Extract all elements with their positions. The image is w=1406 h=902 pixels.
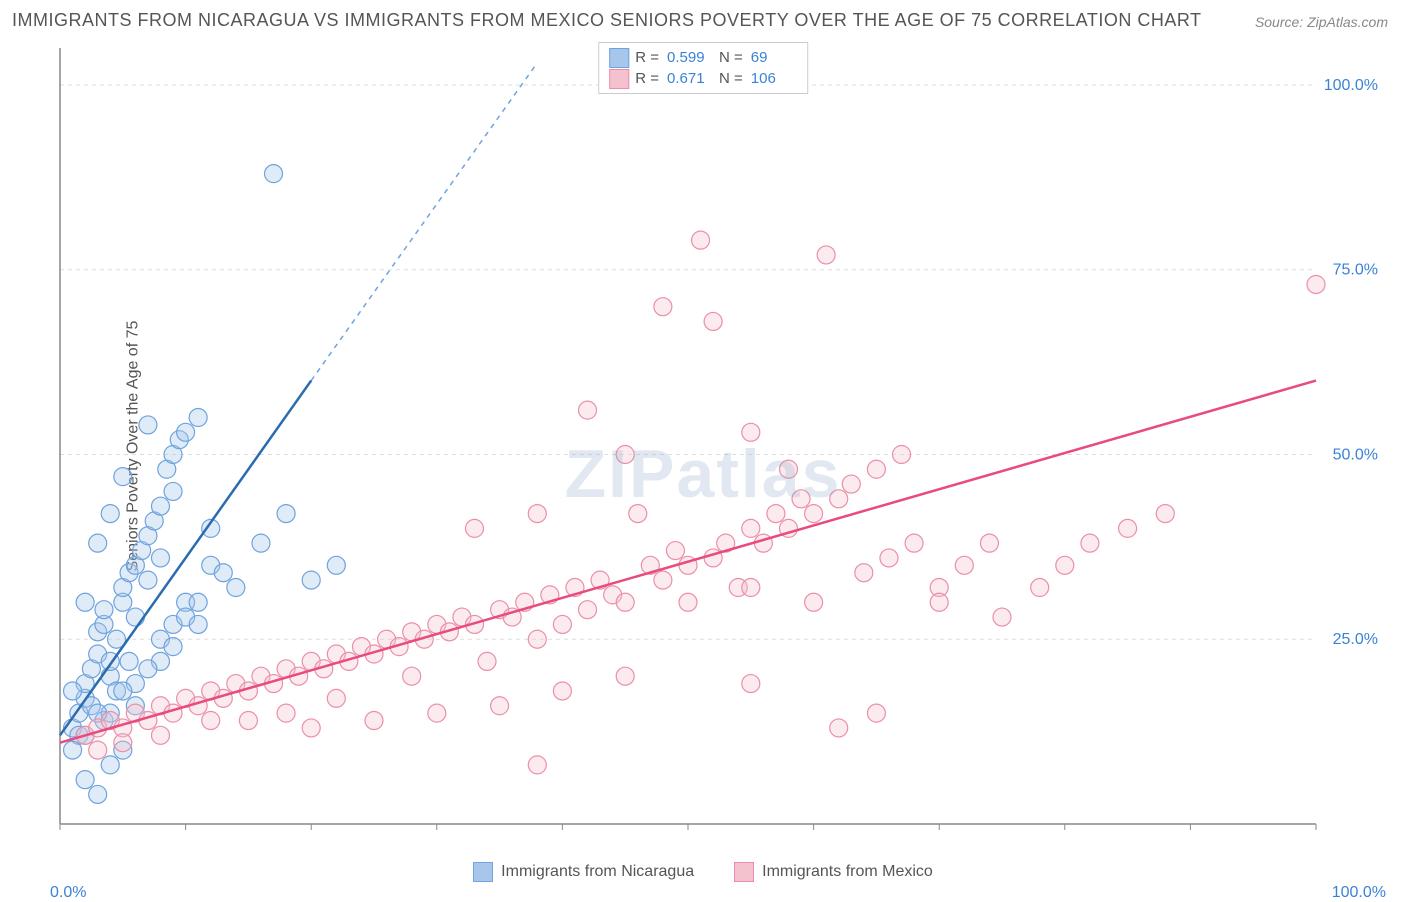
swatch-nicaragua <box>609 48 629 68</box>
x-axis-min: 0.0% <box>50 884 86 902</box>
legend-r-value: 0.671 <box>667 68 713 89</box>
scatter-plot: 25.0% 50.0% 75.0% 100.0% <box>50 40 1386 844</box>
legend-r-label: R = <box>635 68 659 89</box>
svg-text:100.0%: 100.0% <box>1324 77 1378 94</box>
legend-item-mexico: Immigrants from Mexico <box>734 862 933 882</box>
source-credit: Source: ZipAtlas.com <box>1255 14 1388 30</box>
legend-label: Immigrants from Nicaragua <box>501 863 694 881</box>
svg-text:50.0%: 50.0% <box>1333 446 1378 463</box>
swatch-nicaragua <box>473 862 493 882</box>
svg-text:25.0%: 25.0% <box>1333 631 1378 648</box>
swatch-mexico <box>734 862 754 882</box>
legend-label: Immigrants from Mexico <box>762 863 933 881</box>
chart-area: 25.0% 50.0% 75.0% 100.0% <box>50 40 1386 844</box>
legend-n-value: 69 <box>751 47 797 68</box>
legend-n-label: N = <box>719 68 743 89</box>
legend-n-label: N = <box>719 47 743 68</box>
svg-text:75.0%: 75.0% <box>1333 262 1378 279</box>
legend-r-label: R = <box>635 47 659 68</box>
correlation-legend: R = 0.599 N = 69 R = 0.671 N = 106 <box>598 42 808 94</box>
x-axis-max: 100.0% <box>1332 884 1386 902</box>
legend-r-value: 0.599 <box>667 47 713 68</box>
chart-title: IMMIGRANTS FROM NICARAGUA VS IMMIGRANTS … <box>12 10 1202 31</box>
legend-row-mexico: R = 0.671 N = 106 <box>609 68 797 89</box>
legend-row-nicaragua: R = 0.599 N = 69 <box>609 47 797 68</box>
swatch-mexico <box>609 69 629 89</box>
series-legend: Immigrants from Nicaragua Immigrants fro… <box>0 862 1406 882</box>
legend-n-value: 106 <box>751 68 797 89</box>
legend-item-nicaragua: Immigrants from Nicaragua <box>473 862 694 882</box>
